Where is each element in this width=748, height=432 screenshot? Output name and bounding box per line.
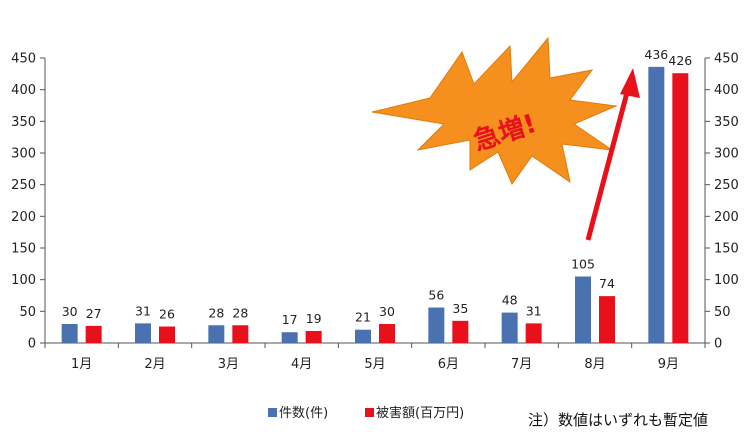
- y-tick-label-right: 400: [714, 83, 739, 98]
- y-tick-label-right: 300: [714, 147, 739, 162]
- data-label-series-1: 30: [62, 304, 78, 319]
- x-tick-label: 2月: [144, 357, 165, 372]
- x-tick-label: 4月: [291, 357, 312, 372]
- y-tick-label-right: 250: [714, 178, 739, 193]
- y-tick-label-left: 150: [11, 242, 36, 257]
- data-label-series-2: 26: [159, 307, 175, 322]
- data-label-series-2: 30: [379, 304, 395, 319]
- y-tick-label-right: 100: [714, 273, 739, 288]
- legend-swatch-series-2: [365, 408, 374, 417]
- data-label-series-2: 74: [599, 276, 615, 291]
- data-labels: 30 27 31 26 28 28 17 19 21 30 56 35 48 31 105 74 436 426: [62, 47, 693, 327]
- bar-series-2: [159, 326, 175, 343]
- bar-series-2: [85, 325, 102, 343]
- data-label-series-1: 28: [208, 305, 224, 320]
- y-tick-label-left: 50: [19, 305, 36, 320]
- bar-series-2: [379, 324, 395, 343]
- x-tick-label: 8月: [584, 357, 605, 372]
- y-tick-label-left: 100: [11, 273, 36, 288]
- y-tick-label-right: 50: [714, 305, 731, 320]
- data-label-series-2: 27: [86, 306, 102, 321]
- legend-swatch-series-1: [268, 408, 277, 417]
- bar-series-1: [355, 329, 371, 343]
- bar-series-1: [135, 323, 151, 343]
- y-tick-label-right: 0: [714, 337, 722, 352]
- trend-arrow-head: [620, 68, 640, 98]
- bar-series-2: [305, 330, 322, 343]
- legend: 件数(件) 被害額(百万円): [268, 405, 464, 421]
- bar-series-1: [575, 276, 591, 343]
- bar-series-1: [208, 325, 225, 343]
- y-tick-label-right: 150: [714, 242, 739, 257]
- axes: 0 0 50 50 100 100 150 150 200 200 250 250 300 300 350 3…: [11, 52, 739, 373]
- y-tick-label-left: 350: [11, 115, 36, 130]
- data-label-series-1: 31: [135, 303, 151, 318]
- data-label-series-2: 426: [668, 53, 692, 68]
- x-tick-label: 7月: [511, 357, 532, 372]
- bar-series-1: [428, 307, 445, 343]
- data-label-series-2: 35: [452, 301, 468, 316]
- data-label-series-1: 21: [355, 310, 371, 325]
- x-tick-label: 6月: [438, 357, 459, 372]
- y-tick-label-right: 200: [714, 210, 739, 225]
- bar-series-2: [599, 296, 615, 343]
- trend-arrow-line: [585, 84, 632, 241]
- legend-label-series-1: 件数(件): [279, 406, 328, 421]
- bar-series-1: [648, 66, 665, 343]
- y-tick-label-left: 450: [11, 52, 36, 67]
- bar-series-2: [452, 320, 469, 343]
- data-label-series-2: 19: [306, 311, 322, 326]
- bar-series-1: [61, 324, 78, 343]
- data-label-series-2: 31: [526, 303, 542, 318]
- bar-series-2: [525, 323, 542, 343]
- y-tick-label-right: 450: [714, 52, 739, 67]
- legend-label-series-2: 被害額(百万円): [376, 405, 464, 421]
- x-tick-label: 5月: [364, 357, 385, 372]
- data-label-series-2: 28: [232, 305, 248, 320]
- y-tick-label-left: 300: [11, 147, 36, 162]
- data-label-series-1: 48: [502, 293, 518, 308]
- bar-series-1: [281, 332, 298, 343]
- y-tick-label-left: 200: [11, 210, 36, 225]
- y-tick-label-right: 350: [714, 115, 739, 130]
- bar-series-1: [501, 312, 518, 343]
- data-label-series-1: 17: [282, 312, 298, 327]
- data-label-series-1: 105: [571, 257, 595, 272]
- bar-series-2: [672, 73, 689, 343]
- y-tick-label-left: 250: [11, 178, 36, 193]
- y-tick-label-left: 0: [28, 337, 36, 352]
- x-tick-label: 1月: [71, 357, 92, 372]
- x-tick-label: 3月: [218, 357, 239, 372]
- burst-annotation: 急増!: [371, 36, 640, 241]
- bars: [61, 66, 689, 343]
- x-tick-label: 9月: [658, 357, 679, 372]
- footnote: 注）数値はいずれも暫定値: [528, 411, 708, 429]
- y-tick-label-left: 400: [11, 83, 36, 98]
- data-label-series-1: 436: [644, 47, 668, 62]
- bar-series-2: [232, 325, 249, 343]
- data-label-series-1: 56: [428, 288, 444, 303]
- starburst-shape: [371, 36, 618, 186]
